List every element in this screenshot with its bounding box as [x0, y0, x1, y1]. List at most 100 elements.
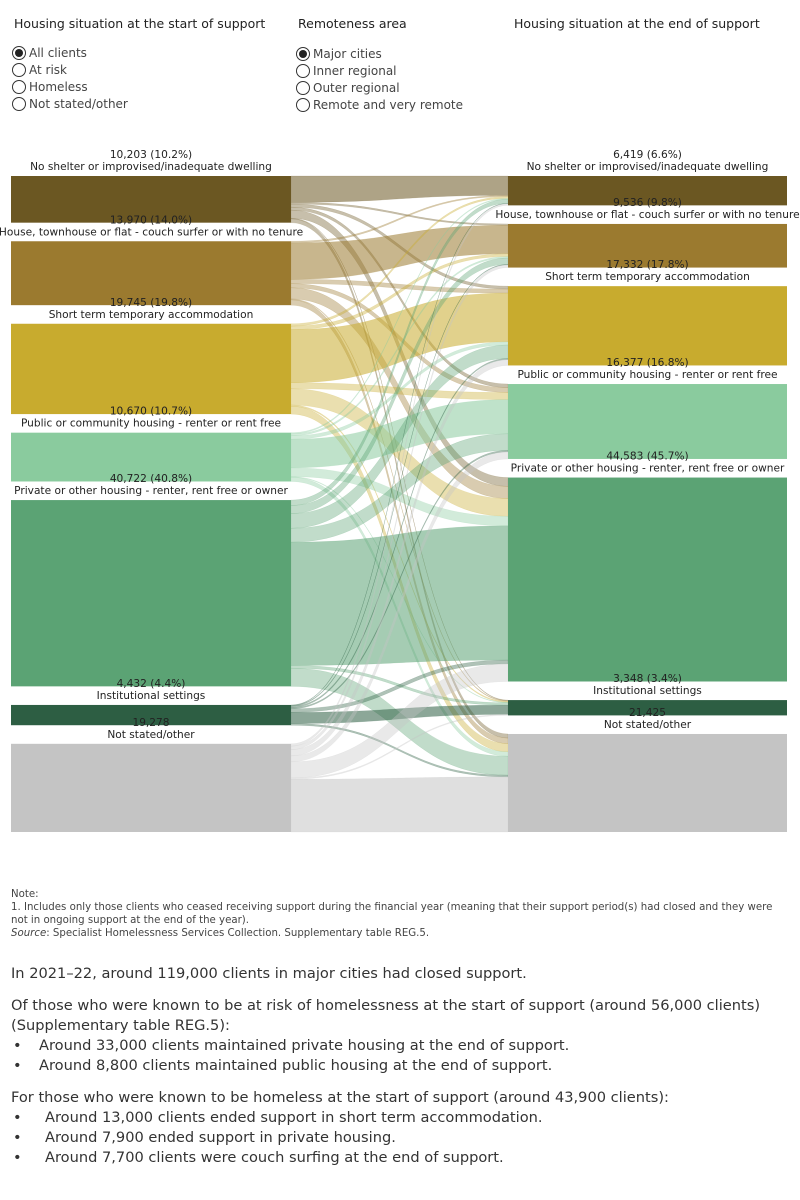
- radio-all-clients[interactable]: All clients: [12, 44, 128, 61]
- sankey-chart: 10,203 (10.2%)No shelter or improvised/i…: [0, 149, 800, 833]
- housing-filter-group: All clients At risk Homeless Not stated/…: [12, 44, 128, 112]
- end-category-label: No shelter or improvised/inadequate dwel…: [527, 161, 769, 173]
- start-value-label: 10,203 (10.2%): [110, 149, 192, 161]
- list-item: Around 33,000 clients maintained private…: [11, 1036, 791, 1056]
- end-value-label: 9,536 (9.8%): [613, 197, 682, 209]
- end-value-label: 16,377 (16.8%): [606, 357, 688, 369]
- end-value-label: 6,419 (6.6%): [613, 149, 682, 161]
- remoteness-filter-group: Major cities Inner regional Outer region…: [296, 45, 463, 113]
- end-node-public-or-community-housing-renter-or-rent-free[interactable]: [508, 384, 787, 459]
- radio-label: Not stated/other: [29, 96, 128, 111]
- flow-not-stated-other-to-not-stated-other[interactable]: [290, 776, 509, 833]
- list-item: Around 13,000 clients ended support in s…: [11, 1108, 791, 1128]
- summary-paragraph-1: In 2021–22, around 119,000 clients in ma…: [11, 965, 527, 982]
- radio-button-icon[interactable]: [12, 96, 26, 111]
- flow-not-stated-other-to-no-shelter-or-improvised-inadequate-dwelling[interactable]: [290, 203, 509, 747]
- end-node-no-shelter-or-improvised-inadequate-dwelling[interactable]: [508, 176, 787, 206]
- flow-not-stated-other-to-private-or-other-housing-renter-rent-free-or-owner[interactable]: [290, 663, 509, 779]
- start-category-label: Public or community housing - renter or …: [21, 418, 281, 430]
- flow-not-stated-other-to-public-or-community-housing-renter-or-rent-free[interactable]: [290, 451, 509, 763]
- end-category-label: Short term temporary accommodation: [545, 271, 750, 283]
- housing-filter-title: Housing situation at the start of suppor…: [14, 16, 266, 31]
- start-node-not-stated-other[interactable]: [11, 743, 291, 832]
- flow-institutional-settings-to-institutional-settings[interactable]: [290, 704, 509, 724]
- risk-list: Around 33,000 clients maintained private…: [11, 1036, 791, 1076]
- source-label: Source: [11, 928, 47, 939]
- end-value-label: 21,425: [629, 707, 666, 719]
- end-node-institutional-settings[interactable]: [508, 700, 787, 716]
- radio-at-risk[interactable]: At risk: [12, 61, 128, 78]
- flow-private-or-other-housing-renter-rent-free-or-owner-to-private-or-other-housing-renter-rent-free-or-owner[interactable]: [290, 525, 509, 666]
- end-nodes: 6,419 (6.6%)No shelter or improvised/ina…: [495, 149, 800, 832]
- start-node-private-or-other-housing-renter-rent-free-or-owner[interactable]: [11, 500, 291, 687]
- chart-notes: Note: 1. Includes only those clients who…: [11, 888, 791, 940]
- flow-not-stated-other-to-house-townhouse-or-flat-couch-surfer-or-with-no-tenure[interactable]: [290, 264, 509, 750]
- radio-button-icon[interactable]: [296, 46, 310, 61]
- list-item: Around 7,700 clients were couch surfing …: [11, 1148, 791, 1168]
- start-category-label: Short term temporary accommodation: [49, 309, 254, 321]
- list-item: Around 7,900 ended support in private ho…: [11, 1128, 791, 1148]
- start-value-label: 13,970 (14.0%): [110, 214, 192, 226]
- start-node-short-term-temporary-accommodation[interactable]: [11, 323, 291, 415]
- start-value-label: 40,722 (40.8%): [110, 473, 192, 485]
- start-value-label: 10,670 (10.7%): [110, 406, 192, 418]
- source-line: Source: Specialist Homelessness Services…: [11, 927, 791, 940]
- start-node-public-or-community-housing-renter-or-rent-free[interactable]: [11, 432, 291, 482]
- start-category-label: No shelter or improvised/inadequate dwel…: [30, 161, 272, 173]
- radio-label: At risk: [29, 62, 67, 77]
- radio-label: Homeless: [29, 79, 88, 94]
- radio-label: Remote and very remote: [313, 97, 464, 112]
- radio-not-stated-other[interactable]: Not stated/other: [12, 95, 128, 112]
- homeless-list: Around 13,000 clients ended support in s…: [11, 1108, 791, 1168]
- summary-paragraph-3: For those who were known to be homeless …: [11, 1089, 669, 1106]
- radio-label: Major cities: [313, 46, 382, 61]
- radio-label: Inner regional: [313, 63, 397, 78]
- end-value-label: 44,583 (45.7%): [606, 451, 688, 463]
- note-line-1: 1. Includes only those clients who cease…: [11, 902, 773, 926]
- end-node-short-term-temporary-accommodation[interactable]: [508, 286, 787, 366]
- end-value-label: 3,348 (3.4%): [613, 673, 682, 685]
- end-category-label: Not stated/other: [604, 719, 692, 731]
- radio-button-icon[interactable]: [296, 63, 310, 78]
- start-category-label: Institutional settings: [97, 690, 206, 702]
- end-node-house-townhouse-or-flat-couch-surfer-or-with-no-tenure[interactable]: [508, 223, 787, 268]
- radio-label: All clients: [29, 45, 87, 60]
- end-node-private-or-other-housing-renter-rent-free-or-owner[interactable]: [508, 477, 787, 682]
- start-value-label: 4,432 (4.4%): [117, 678, 186, 690]
- radio-button-icon[interactable]: [12, 62, 26, 77]
- end-category-label: Private or other housing - renter, rent …: [511, 463, 785, 475]
- list-item: Around 8,800 clients maintained public h…: [11, 1056, 791, 1076]
- remoteness-filter-title: Remoteness area: [298, 16, 407, 31]
- start-node-no-shelter-or-improvised-inadequate-dwelling[interactable]: [11, 176, 291, 223]
- summary-text: In 2021–22, around 119,000 clients in ma…: [11, 964, 791, 1180]
- radio-major-cities[interactable]: Major cities: [296, 45, 463, 62]
- radio-inner-regional[interactable]: Inner regional: [296, 62, 463, 79]
- radio-button-icon[interactable]: [296, 80, 310, 95]
- radio-outer-regional[interactable]: Outer regional: [296, 79, 463, 96]
- flow-not-stated-other-to-institutional-settings[interactable]: [290, 714, 509, 780]
- note-heading: Note:: [11, 889, 39, 900]
- start-node-institutional-settings[interactable]: [11, 704, 291, 726]
- radio-button-icon[interactable]: [12, 79, 26, 94]
- end-category-label: House, townhouse or flat - couch surfer …: [495, 209, 799, 221]
- end-node-not-stated-other[interactable]: [508, 733, 787, 832]
- start-category-label: Not stated/other: [107, 729, 195, 741]
- radio-label: Outer regional: [313, 80, 400, 95]
- start-category-label: Private or other housing - renter, rent …: [14, 485, 288, 497]
- source-text: : Specialist Homelessness Services Colle…: [46, 928, 430, 939]
- start-nodes: 10,203 (10.2%)No shelter or improvised/i…: [0, 149, 303, 832]
- start-category-label: House, townhouse or flat - couch surfer …: [0, 226, 303, 238]
- radio-button-icon[interactable]: [296, 97, 310, 112]
- end-category-label: Institutional settings: [593, 685, 702, 697]
- summary-paragraph-2: Of those who were known to be at risk of…: [11, 997, 761, 1034]
- end-situation-title: Housing situation at the end of support: [514, 16, 760, 31]
- start-node-house-townhouse-or-flat-couch-surfer-or-with-no-tenure[interactable]: [11, 241, 291, 306]
- radio-remote-very-remote[interactable]: Remote and very remote: [296, 96, 463, 113]
- flow-links: [290, 175, 509, 833]
- end-value-label: 17,332 (17.8%): [606, 259, 688, 271]
- start-value-label: 19,278: [132, 717, 169, 729]
- radio-homeless[interactable]: Homeless: [12, 78, 128, 95]
- flow-short-term-temporary-accommodation-to-short-term-temporary-accommodation[interactable]: [290, 292, 509, 384]
- start-value-label: 19,745 (19.8%): [110, 297, 192, 309]
- radio-button-icon[interactable]: [12, 45, 26, 60]
